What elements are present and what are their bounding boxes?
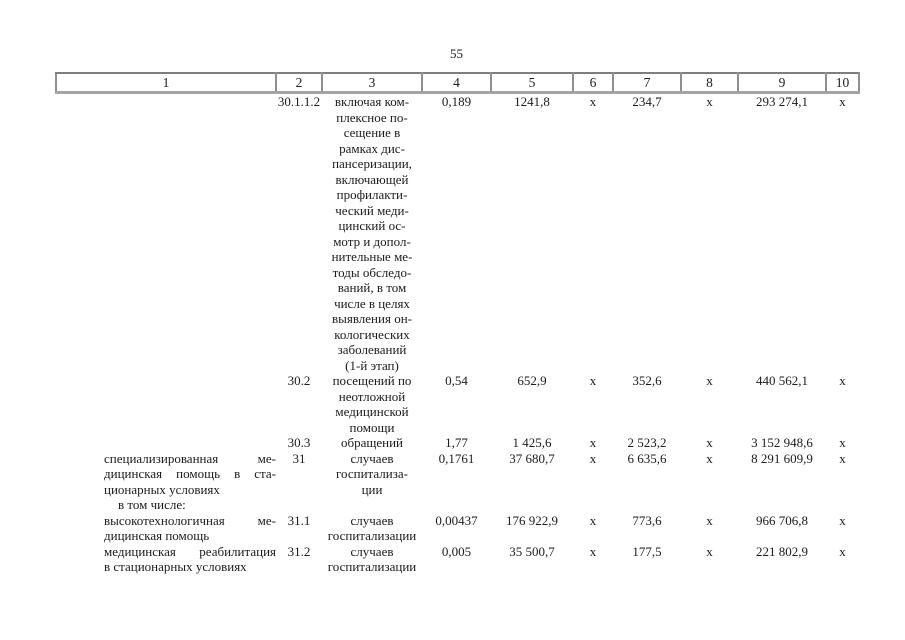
cell-value: х: [839, 512, 846, 528]
column-header-6: 6: [572, 72, 614, 94]
cell-row-code: 30.3: [287, 435, 311, 450]
cell-value: 773,6: [632, 512, 662, 528]
cell-unit: случаев госпитализа- ции: [336, 450, 408, 497]
cell-value: 35 500,7: [509, 543, 555, 559]
service-name-line: медицинская реабилитация: [104, 543, 276, 559]
cell-value: 176 922,9: [506, 512, 558, 528]
cell-value: х: [706, 435, 713, 450]
cell-value: 1241,8: [514, 94, 550, 109]
cell-row-code: 30.2: [287, 373, 311, 388]
service-name-line: в стационарных условиях: [104, 559, 247, 574]
cell-value: 8 291 609,9: [751, 450, 813, 466]
cell-value: 352,6: [632, 373, 662, 388]
column-header-1: 1: [55, 72, 277, 94]
cell-service-name: [56, 435, 276, 451]
cell-value: х: [589, 373, 597, 388]
table-row-31-2: медицинская реабилитация в стационарных …: [56, 544, 859, 575]
cell-value: 966 706,8: [756, 512, 808, 528]
column-header-10: 10: [825, 72, 860, 94]
cell-value: х: [706, 543, 713, 559]
cell-value: х: [589, 435, 597, 450]
table-row-30-2: 30.2 посещений по неотложной медицинской…: [56, 373, 859, 435]
cell-value: 440 562,1: [756, 373, 808, 388]
cell-value: 1 425,6: [512, 435, 552, 450]
cell-value: х: [589, 512, 597, 528]
cell-value: 0,1761: [438, 450, 475, 466]
page-number: 55: [450, 46, 463, 61]
cell-value: х: [839, 450, 846, 466]
cell-service-name: [56, 373, 276, 435]
cell-row-code: 31.2: [287, 543, 311, 559]
cell-row-code: 30.1.1.2: [277, 94, 321, 109]
service-name-line: высокотехнологичная ме-: [104, 512, 276, 528]
service-name-line: специализированная ме-: [104, 450, 276, 466]
cell-value: 177,5: [632, 543, 662, 559]
cell-unit: включая ком- плексное по- сещение в рамк…: [331, 94, 413, 373]
cell-value: х: [589, 450, 597, 466]
column-header-3: 3: [321, 72, 423, 94]
cell-value: 3 152 948,6: [751, 435, 813, 450]
table-row-31-1: высокотехнологичная ме- дицинская помощь…: [56, 513, 859, 544]
cell-value: 37 680,7: [509, 450, 555, 466]
cell-value: х: [839, 373, 846, 388]
cell-value: 1,77: [445, 435, 468, 450]
service-name-line: дицинская помощь: [104, 528, 210, 543]
column-header-7: 7: [612, 72, 682, 94]
cell-unit: случаев госпитализации: [327, 543, 417, 575]
column-header-4: 4: [421, 72, 492, 94]
cell-value: 0,005: [441, 543, 472, 559]
table-row-31: специализированная ме- дицинская помощь …: [56, 451, 859, 513]
cell-row-code: 31.1: [287, 512, 311, 528]
service-name-line: ционарных условиях: [104, 481, 220, 497]
cell-value: х: [839, 543, 846, 559]
cell-value: х: [706, 94, 713, 109]
cell-value: х: [706, 512, 713, 528]
tariff-volume-table: 1 2 3 4 5 6 7 8 9 10 30.1.1.2 включая ко…: [55, 72, 860, 575]
cell-value: х: [589, 543, 597, 559]
cell-row-code: 31: [292, 450, 306, 466]
cell-value: 0,189: [441, 94, 472, 109]
service-name-line: в том числе:: [118, 497, 186, 512]
cell-unit: обращений: [340, 435, 404, 450]
cell-value: 234,7: [632, 94, 662, 109]
cell-service-name: [56, 93, 276, 374]
cell-service-name: медицинская реабилитация в стационарных …: [56, 544, 276, 575]
table-row-30-3: 30.3 обращений 1,77 1 425,6 х 2 523,2 х …: [56, 435, 859, 451]
cell-unit: посещений по неотложной медицинской помо…: [332, 373, 412, 435]
cell-value: 6 635,6: [627, 450, 667, 466]
cell-value: 2 523,2: [627, 435, 667, 450]
table-row-30-1-1-2: 30.1.1.2 включая ком- плексное по- сещен…: [56, 93, 859, 374]
cell-unit: случаев госпитализации: [327, 512, 417, 544]
cell-value: х: [589, 94, 597, 109]
cell-value: х: [839, 94, 846, 109]
cell-value: 293 274,1: [756, 94, 808, 109]
cell-value: 221 802,9: [756, 543, 808, 559]
cell-value: х: [839, 435, 846, 450]
cell-value: 0,00437: [435, 512, 478, 528]
cell-value: х: [706, 450, 713, 466]
cell-service-name: специализированная ме- дицинская помощь …: [56, 451, 276, 513]
column-header-8: 8: [680, 72, 739, 94]
column-header-2: 2: [275, 72, 323, 94]
column-header-9: 9: [737, 72, 827, 94]
column-number-row: 1 2 3 4 5 6 7 8 9 10: [55, 72, 860, 94]
service-name-line: дицинская помощь в ста-: [104, 466, 276, 481]
cell-value: 0,54: [445, 373, 468, 388]
cell-value: х: [706, 373, 713, 388]
column-header-5: 5: [490, 72, 574, 94]
cell-value: 652,9: [517, 373, 547, 388]
cell-service-name: высокотехнологичная ме- дицинская помощь: [56, 513, 276, 544]
